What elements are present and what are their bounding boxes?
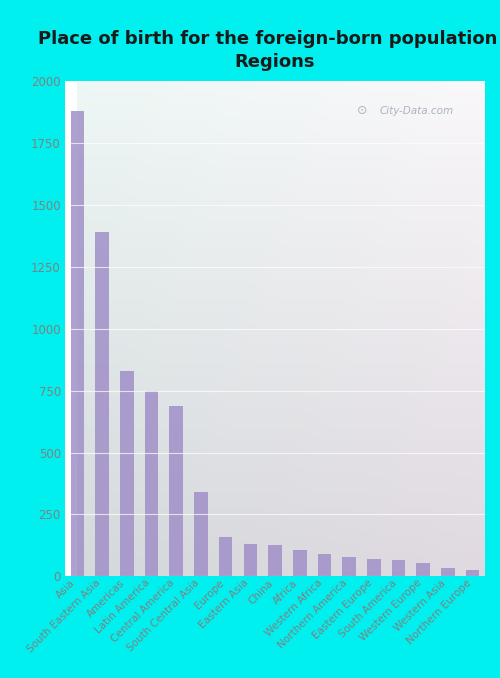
Title: Place of birth for the foreign-born population -
Regions: Place of birth for the foreign-born popu…: [38, 30, 500, 71]
Bar: [318, 554, 331, 576]
Bar: [96, 233, 109, 576]
Bar: [244, 544, 257, 576]
Bar: [170, 405, 183, 576]
Bar: [416, 563, 430, 576]
Bar: [70, 111, 84, 576]
Bar: [219, 537, 232, 576]
Text: City-Data.com: City-Data.com: [380, 106, 454, 116]
Bar: [441, 567, 454, 576]
Bar: [268, 545, 282, 576]
Bar: [293, 551, 306, 576]
Bar: [392, 560, 406, 576]
Bar: [144, 391, 158, 576]
Bar: [194, 492, 207, 576]
Bar: [466, 570, 479, 576]
Text: ⊙: ⊙: [357, 104, 368, 117]
Bar: [367, 559, 380, 576]
Bar: [342, 557, 356, 576]
Bar: [120, 371, 134, 576]
